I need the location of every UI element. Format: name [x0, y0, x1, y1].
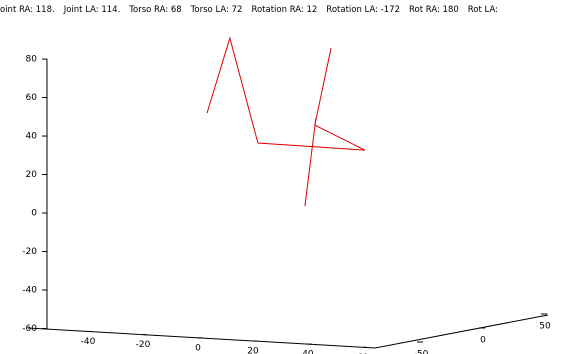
y-tick-label: -40 [22, 286, 37, 296]
z-tick-label: 50 [539, 322, 551, 332]
y-tick-label: 0 [31, 209, 37, 219]
header-item: Torso RA: 68 [129, 5, 182, 15]
y-tick-label: 20 [26, 170, 38, 180]
y-tick-label: 80 [26, 55, 38, 65]
x-tick-label: 20 [247, 346, 259, 354]
data-line [206, 36, 366, 151]
x-tick-label: 40 [302, 350, 314, 354]
y-tick-label: 60 [26, 93, 38, 103]
header-item: oint RA: 118. [0, 5, 55, 15]
x-tick-label: -40 [81, 337, 96, 347]
x-tick-label: 0 [195, 343, 201, 353]
header-item: Rotation LA: -172 [326, 5, 400, 15]
header-item: Joint LA: 114. [63, 5, 121, 15]
x-tick-label: 60 [357, 353, 369, 354]
header-item: Rot RA: 180 [409, 5, 459, 15]
z-axis [374, 314, 549, 349]
z-tick-label: -50 [414, 350, 429, 354]
x-tick-label: -20 [136, 340, 151, 350]
status-header: oint RA: 118. Joint LA: 114. Torso RA: 68 T… [0, 5, 562, 15]
y-tick-label: 40 [26, 132, 38, 142]
data-line [304, 117, 317, 207]
z-tick-label: 0 [480, 336, 486, 346]
header-item: Rotation RA: 12 [251, 5, 318, 15]
header-item: Rot LA: [467, 5, 499, 15]
header-item: Torso LA: 72 [190, 5, 243, 15]
y-tick-label: -20 [22, 247, 37, 257]
y-tick-label: -60 [22, 324, 37, 334]
